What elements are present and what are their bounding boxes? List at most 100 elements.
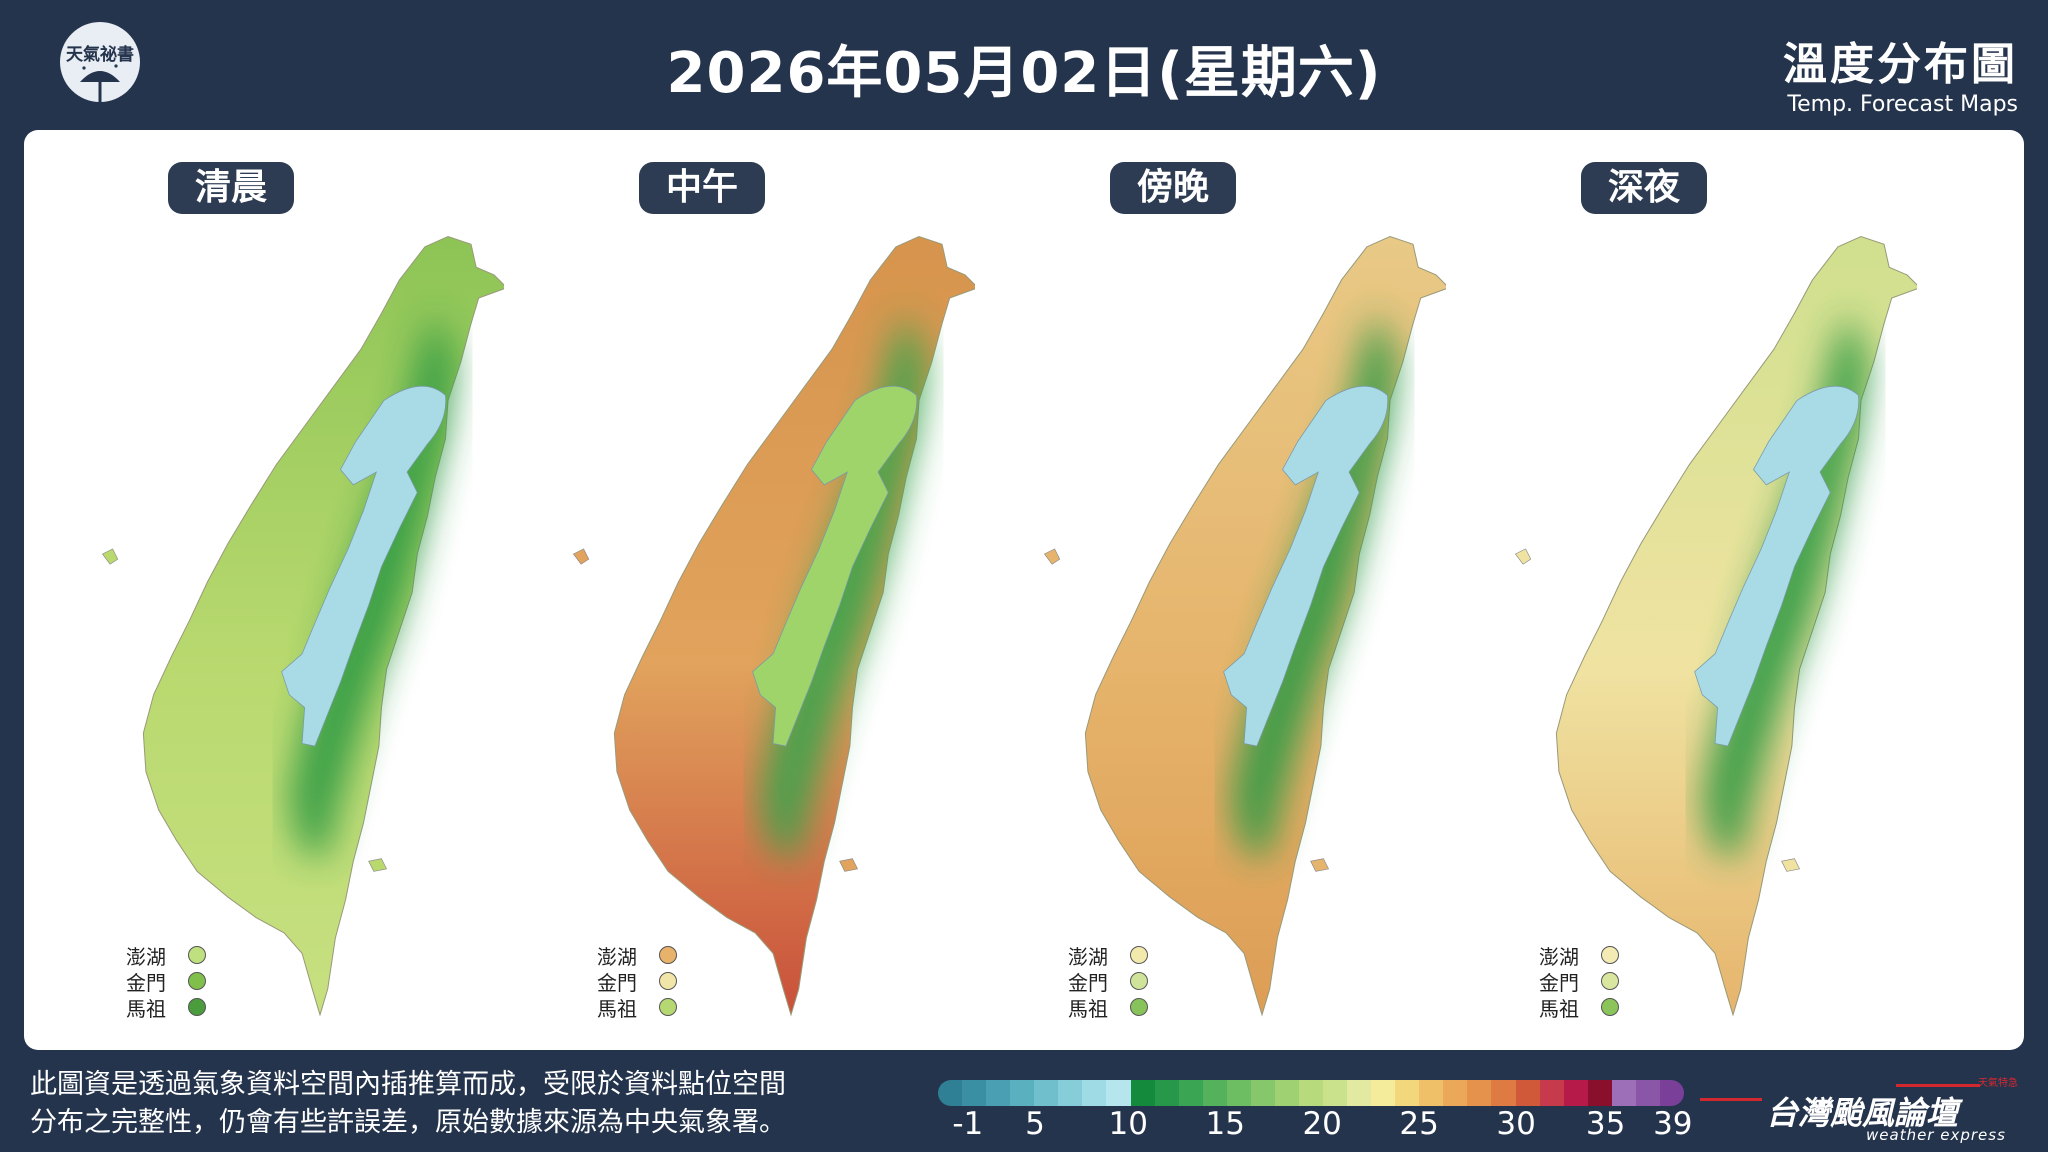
disclaimer-line-1: 此圖資是透過氣象資料空間內插推算而成，受限於資料點位空間 [30,1069,786,1100]
outlying-islands-key: 澎湖 金門 馬祖 [597,942,677,1021]
penghu-outline [1043,548,1061,565]
penghu-outline [101,548,119,565]
lanyu-outline [839,858,859,872]
legend-swatch [938,1080,963,1106]
legend-swatch [1010,1080,1035,1106]
legend-swatch [1202,1080,1227,1106]
island-row: 金門 [1539,968,1619,995]
island-temp-dot [659,946,677,964]
lanyu-outline [1781,858,1801,872]
taiwan-temperature-map [572,236,975,1017]
legend-tick: 20 [1302,1106,1342,1142]
island-row: 澎湖 [1068,942,1148,969]
legend-swatch [1635,1080,1660,1106]
legend-swatch [986,1080,1011,1106]
legend-swatch [1371,1080,1396,1106]
island-name: 馬祖 [126,996,166,1021]
island-temp-dot [188,946,206,964]
legend-tick: 25 [1399,1106,1439,1142]
legend-swatch [1154,1080,1179,1106]
logo-text: 天氣祕書 [66,45,134,65]
time-period-label: 深夜 [1581,162,1707,214]
map-noon: 中午 澎湖 金門 馬祖 [505,130,975,1050]
legend-swatch [962,1080,987,1106]
legend-tick: 39 [1653,1106,1693,1142]
outlying-islands-key: 澎湖 金門 馬祖 [126,942,206,1021]
brand-tagline: weather express [1866,1126,2006,1144]
legend-tick: 35 [1585,1106,1626,1142]
legend-swatch [1106,1080,1131,1106]
time-period-label: 清晨 [168,162,294,214]
highland-zone [1694,385,1860,747]
tianqi-mishu-logo: 天氣祕書 [58,20,140,108]
legend-swatch [1058,1080,1083,1106]
island-row: 金門 [1068,968,1148,995]
legend-tick: 5 [1025,1106,1045,1142]
island-name: 馬祖 [1068,996,1108,1021]
legend-swatch [1347,1080,1372,1106]
map-early-morning: 清晨澎湖 金門 馬祖 [34,130,504,1050]
legend-swatch [1178,1080,1203,1106]
island-temp-dot [659,972,677,990]
legend-swatch [1250,1080,1275,1106]
legend-swatch [1419,1080,1444,1106]
legend-swatch [1491,1080,1516,1106]
temperature-legend: -1 5 10 15 20 25 30 35 39 [938,1080,1693,1146]
island-name: 澎湖 [1068,944,1108,969]
legend-swatch [1130,1080,1155,1106]
legend-tick: 30 [1496,1106,1536,1142]
island-name: 金門 [597,970,637,995]
island-name: 澎湖 [1539,944,1579,969]
island-row: 澎湖 [126,942,206,969]
island-temp-dot [659,998,677,1016]
logo-mini-text: 天氣特急 [1978,1078,2018,1089]
island-temp-dot [188,998,206,1016]
umbrella-icon [80,64,120,108]
map-late-night: 深夜澎湖 金門 馬祖 [1447,130,1917,1050]
legend-tick: -1 [952,1106,984,1142]
legend-swatch [1298,1080,1323,1106]
maps-panel: 清晨 澎湖 金門 馬祖 中午 澎湖 金門 馬祖 [24,130,2024,1050]
lanyu-outline [1310,858,1330,872]
penghu-outline [1514,548,1532,565]
island-name: 馬祖 [597,996,637,1021]
taiwan-temperature-map [1514,236,1917,1017]
island-name: 澎湖 [126,944,166,969]
island-temp-dot [1601,972,1619,990]
highland-zone [752,385,918,747]
map-title-zh: 溫度分布圖 [1783,39,2018,90]
island-row: 金門 [126,968,206,995]
legend-ticks: -1 5 10 15 20 25 30 35 39 [938,1106,1692,1146]
island-row: 金門 [597,968,677,995]
island-name: 金門 [126,970,166,995]
legend-swatch [1274,1080,1299,1106]
legend-swatch [1395,1080,1420,1106]
island-name: 金門 [1539,970,1579,995]
island-temp-dot [1130,972,1148,990]
lanyu-outline [368,858,388,872]
legend-swatch [1323,1080,1348,1106]
island-row: 馬祖 [1068,994,1148,1021]
brand-name: 台灣颱風論壇 [1766,1094,1959,1132]
logo-accent-line-2 [1896,1084,1980,1087]
island-row: 馬祖 [126,994,206,1021]
outlying-islands-key: 澎湖 金門 馬祖 [1068,942,1148,1021]
disclaimer: 此圖資是透過氣象資料空間內插推算而成，受限於資料點位空間 分布之完整性，仍會有些… [30,1066,930,1142]
legend-swatch [1611,1080,1636,1106]
legend-swatch [1539,1080,1564,1106]
island-temp-dot [1130,998,1148,1016]
island-name: 澎湖 [597,944,637,969]
island-row: 馬祖 [597,994,677,1021]
island-name: 馬祖 [1539,996,1579,1021]
disclaimer-line-2: 分布之完整性，仍會有些許誤差，原始數據來源為中央氣象署。 [30,1107,786,1138]
map-title: 溫度分布圖 Temp. Forecast Maps [1783,28,2018,117]
island-name: 金門 [1068,970,1108,995]
penghu-outline [572,548,590,565]
time-period-label: 傍晚 [1110,162,1236,214]
highland-zone [281,385,447,747]
legend-swatch [1443,1080,1468,1106]
island-temp-dot [1601,998,1619,1016]
legend-swatch [1034,1080,1059,1106]
legend-color-bar [938,1080,1684,1106]
legend-swatch [1659,1080,1684,1106]
